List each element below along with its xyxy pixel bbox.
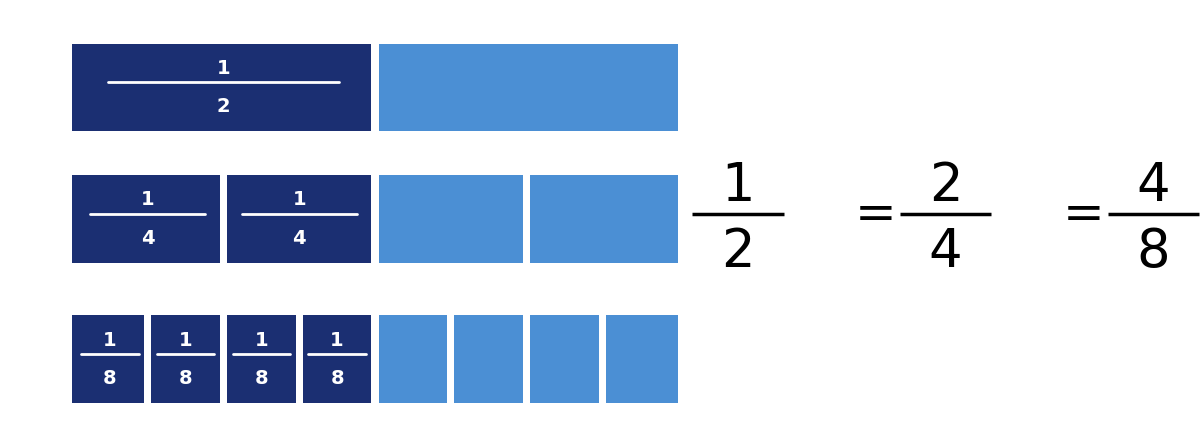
Text: 4: 4 (929, 226, 962, 278)
Text: 8: 8 (330, 369, 344, 388)
Text: 1: 1 (254, 331, 268, 350)
Text: 2: 2 (929, 160, 962, 212)
Text: 1: 1 (103, 331, 116, 350)
Text: 4: 4 (140, 229, 155, 247)
Text: 8: 8 (1136, 226, 1170, 278)
Text: 1: 1 (721, 160, 755, 212)
Text: 1: 1 (179, 331, 192, 350)
Text: 1: 1 (330, 331, 344, 350)
Bar (530, 315, 599, 403)
Bar (455, 315, 523, 403)
Text: 4: 4 (1136, 160, 1170, 212)
Text: 2: 2 (217, 97, 230, 116)
Bar (72, 315, 144, 403)
Text: 1: 1 (217, 59, 230, 78)
Bar (72, 175, 220, 263)
Text: 8: 8 (103, 369, 116, 388)
Text: 8: 8 (179, 369, 192, 388)
Bar (379, 44, 678, 131)
Bar (606, 315, 678, 403)
Text: 4: 4 (293, 229, 306, 247)
Bar (302, 315, 372, 403)
Bar (151, 315, 220, 403)
Bar (227, 315, 295, 403)
Text: 1: 1 (293, 191, 306, 209)
Text: 8: 8 (254, 369, 268, 388)
Bar (227, 175, 372, 263)
Text: =: = (1063, 191, 1104, 239)
Text: =: = (856, 191, 896, 239)
Bar (72, 44, 372, 131)
Bar (379, 175, 523, 263)
Bar (530, 175, 678, 263)
Text: 1: 1 (140, 191, 155, 209)
Text: 2: 2 (721, 226, 755, 278)
Bar (379, 315, 448, 403)
